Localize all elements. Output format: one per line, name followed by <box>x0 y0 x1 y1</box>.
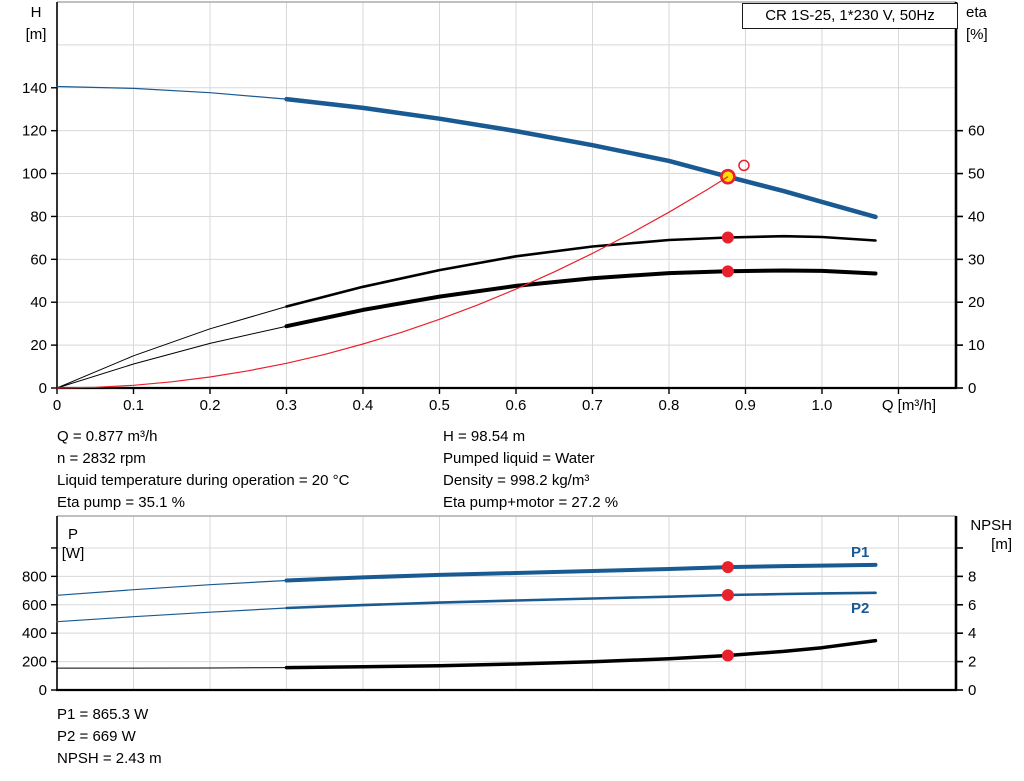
tick-label: 140 <box>22 80 47 97</box>
tick-label: 8 <box>968 568 976 585</box>
qh-eta-chart: 0 20 40 60 80 100 120 140 0 10 20 30 40 50 60 0 0.1 0.2 0.… <box>22 1 985 414</box>
tick-label: Q [m³/h] <box>882 397 936 414</box>
p1-curve <box>284 562 878 583</box>
info-line-density: Density = 998.2 kg/m³ <box>443 472 590 489</box>
tick-label: 0 <box>39 682 47 699</box>
info-line-liquid-temp: Liquid temperature during operation = 20… <box>57 472 350 489</box>
p2-curve <box>285 591 877 610</box>
eta-pump-motor-duty-dot <box>721 265 734 278</box>
eta-pump-curve-thin <box>56 306 287 389</box>
info-line-q: Q = 0.877 m³/h <box>57 428 158 445</box>
tick-label: 0 <box>968 682 976 699</box>
info-line-eta-pump: Eta pump = 35.1 % <box>57 494 185 511</box>
power-info: P1 = 865.3 W P2 = 669 W NPSH = 2.43 m <box>57 704 162 770</box>
axes: 0 200 400 600 800 0 2 4 6 8 <box>22 515 976 699</box>
p-axis-label: P [W] <box>48 525 98 563</box>
p-axis-label-line1: P <box>67 526 78 543</box>
info-line-npsh: NPSH = 2.43 m <box>57 750 162 767</box>
tick-label: 40 <box>30 294 47 311</box>
tick-label: 400 <box>22 625 47 642</box>
gridlines <box>57 516 956 690</box>
info-line-speed: n = 2832 rpm <box>57 450 146 467</box>
npsh-axis-label: NPSH [m] <box>946 516 1012 554</box>
rated-point <box>738 159 750 172</box>
tick-label: 0.3 <box>276 397 297 414</box>
tick-label: 60 <box>30 251 47 268</box>
duty-info-right: H = 98.54 m Pumped liquid = Water Densit… <box>443 426 618 514</box>
p2-curve-thin <box>56 607 288 623</box>
eta-pump-curve <box>285 234 877 308</box>
tick-label: 0.4 <box>353 397 374 414</box>
tick-label: 200 <box>22 654 47 671</box>
tick-label: 0.1 <box>123 397 144 414</box>
p-axis-label-line2: [W] <box>61 545 85 562</box>
pump-model-label: CR 1S-25, 1*230 V, 50Hz <box>742 3 958 29</box>
eta-axis-label-line1: eta <box>966 4 987 21</box>
tick-label: 800 <box>22 568 47 585</box>
h-axis-label-line2: [m] <box>25 26 47 43</box>
info-line-eta-pump-motor: Eta pump+motor = 27.2 % <box>443 494 619 511</box>
tick-label: 10 <box>968 337 985 354</box>
h-axis-label: H [m] <box>16 2 56 46</box>
tick-label: 80 <box>30 208 47 225</box>
tick-label: 30 <box>968 251 985 268</box>
p2-duty-dot <box>721 588 734 601</box>
tick-label: 600 <box>22 597 47 614</box>
npsh-axis-label-line1: NPSH <box>970 517 1012 534</box>
eta-pump-motor-curve <box>284 268 878 329</box>
head-curve <box>284 96 878 220</box>
tick-label: 50 <box>968 166 985 183</box>
axes: 0 20 40 60 80 100 120 140 0 10 20 30 40 50 60 0 0.1 0.2 0.… <box>22 1 985 414</box>
p1-duty-dot <box>721 561 734 574</box>
info-line-p2: P2 = 669 W <box>57 728 136 745</box>
tick-label: 0.7 <box>582 397 603 414</box>
info-line-h: H = 98.54 m <box>443 428 526 445</box>
tick-label: 100 <box>22 166 47 183</box>
tick-label: 0 <box>53 397 61 414</box>
tick-label: 2 <box>968 654 976 671</box>
tick-label: 40 <box>968 208 985 225</box>
tick-label: 6 <box>968 597 976 614</box>
gridlines <box>57 1 956 388</box>
duty-info-left: Q = 0.877 m³/h n = 2832 rpm Liquid tempe… <box>57 426 349 514</box>
tick-label: 0.8 <box>659 397 680 414</box>
eta-axis-label-line2: [%] <box>966 26 988 43</box>
tick-label: 4 <box>968 625 976 642</box>
npsh-duty-dot <box>721 649 734 662</box>
tick-label: 0.6 <box>506 397 527 414</box>
system-curve <box>56 176 729 389</box>
tick-label: 20 <box>968 294 985 311</box>
tick-label: 20 <box>30 337 47 354</box>
npsh-curve-thin <box>56 667 287 669</box>
npsh-curve <box>284 638 878 670</box>
tick-label: 0 <box>968 380 976 397</box>
info-line-pumped-liquid: Pumped liquid = Water <box>443 450 595 467</box>
npsh-axis-label-line2: [m] <box>991 536 1012 553</box>
tick-label: 120 <box>22 123 47 140</box>
tick-label: 0.9 <box>735 397 756 414</box>
head-curve-thin <box>56 85 288 100</box>
eta-axis-label: eta [%] <box>966 2 988 46</box>
duty-point-tail <box>721 176 729 182</box>
eta-pump-duty-dot <box>721 231 734 244</box>
eta-pump-motor-curve-thin <box>56 325 287 389</box>
p1-series-label: P1 <box>851 544 870 561</box>
tick-label: 0.5 <box>429 397 450 414</box>
info-line-p1: P1 = 865.3 W <box>57 706 149 723</box>
tick-label: 0.2 <box>200 397 221 414</box>
tick-label: 0 <box>39 380 47 397</box>
tick-label: 1.0 <box>812 397 833 414</box>
p2-series-label: P2 <box>851 600 870 617</box>
power-npsh-chart: 0 200 400 600 800 0 2 4 6 8 <box>22 515 976 699</box>
tick-label: 60 <box>968 123 985 140</box>
p1-curve-thin <box>56 579 288 596</box>
h-axis-label-line1: H <box>30 4 42 21</box>
